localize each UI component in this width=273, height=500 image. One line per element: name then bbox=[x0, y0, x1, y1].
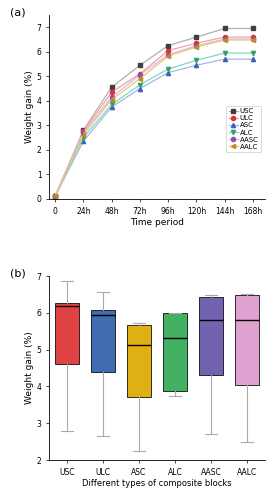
ASC bbox=[251, 56, 255, 62]
ULC bbox=[195, 40, 198, 46]
ULC bbox=[110, 89, 113, 95]
ALC bbox=[195, 58, 198, 64]
ASC bbox=[223, 56, 226, 62]
AASC bbox=[251, 36, 255, 42]
ULC bbox=[167, 48, 170, 54]
AASC bbox=[110, 94, 113, 100]
ASC bbox=[138, 86, 141, 91]
Line: AASC: AASC bbox=[53, 37, 255, 198]
AALC bbox=[138, 76, 141, 82]
USC bbox=[54, 194, 57, 200]
ULC bbox=[138, 71, 141, 77]
X-axis label: Different types of composite blocks: Different types of composite blocks bbox=[82, 480, 232, 488]
ASC bbox=[82, 138, 85, 144]
ALC bbox=[110, 102, 113, 107]
ALC bbox=[251, 50, 255, 56]
ASC bbox=[167, 70, 170, 75]
ASC bbox=[54, 194, 57, 200]
AALC bbox=[167, 53, 170, 59]
AALC bbox=[54, 194, 57, 200]
ALC bbox=[54, 194, 57, 200]
ULC bbox=[223, 34, 226, 40]
Y-axis label: Weight gain (%): Weight gain (%) bbox=[25, 332, 34, 404]
ULC bbox=[251, 34, 255, 40]
Line: ASC: ASC bbox=[53, 57, 255, 199]
ASC bbox=[195, 62, 198, 68]
X-axis label: Time period: Time period bbox=[130, 218, 184, 228]
PathPatch shape bbox=[127, 324, 151, 396]
ALC bbox=[82, 134, 85, 140]
Y-axis label: Weight gain (%): Weight gain (%) bbox=[25, 70, 34, 144]
USC bbox=[223, 26, 226, 32]
PathPatch shape bbox=[199, 298, 222, 374]
USC bbox=[110, 84, 113, 90]
AALC bbox=[195, 44, 198, 50]
ULC bbox=[82, 128, 85, 134]
PathPatch shape bbox=[91, 310, 115, 372]
Line: AALC: AALC bbox=[53, 38, 255, 198]
AASC bbox=[167, 52, 170, 58]
ALC bbox=[138, 82, 141, 88]
Line: ALC: ALC bbox=[53, 51, 255, 199]
USC bbox=[82, 127, 85, 133]
USC bbox=[167, 42, 170, 48]
Line: USC: USC bbox=[53, 26, 255, 198]
PathPatch shape bbox=[55, 302, 79, 364]
ALC bbox=[223, 50, 226, 56]
AALC bbox=[110, 96, 113, 102]
Line: ULC: ULC bbox=[53, 35, 255, 198]
AALC bbox=[251, 37, 255, 43]
AASC bbox=[195, 42, 198, 48]
USC bbox=[195, 34, 198, 40]
Text: (a): (a) bbox=[10, 8, 26, 18]
AASC bbox=[138, 72, 141, 78]
PathPatch shape bbox=[235, 295, 259, 384]
Legend: USC, ULC, ASC, ALC, AASC, AALC: USC, ULC, ASC, ALC, AASC, AALC bbox=[227, 106, 261, 152]
USC bbox=[251, 26, 255, 32]
AASC bbox=[82, 130, 85, 136]
Text: (b): (b) bbox=[10, 269, 26, 279]
AALC bbox=[82, 132, 85, 138]
ASC bbox=[110, 104, 113, 110]
USC bbox=[138, 62, 141, 68]
ALC bbox=[167, 66, 170, 72]
AALC bbox=[223, 37, 226, 43]
AASC bbox=[54, 194, 57, 200]
PathPatch shape bbox=[163, 313, 187, 391]
AASC bbox=[223, 36, 226, 42]
ULC bbox=[54, 194, 57, 200]
